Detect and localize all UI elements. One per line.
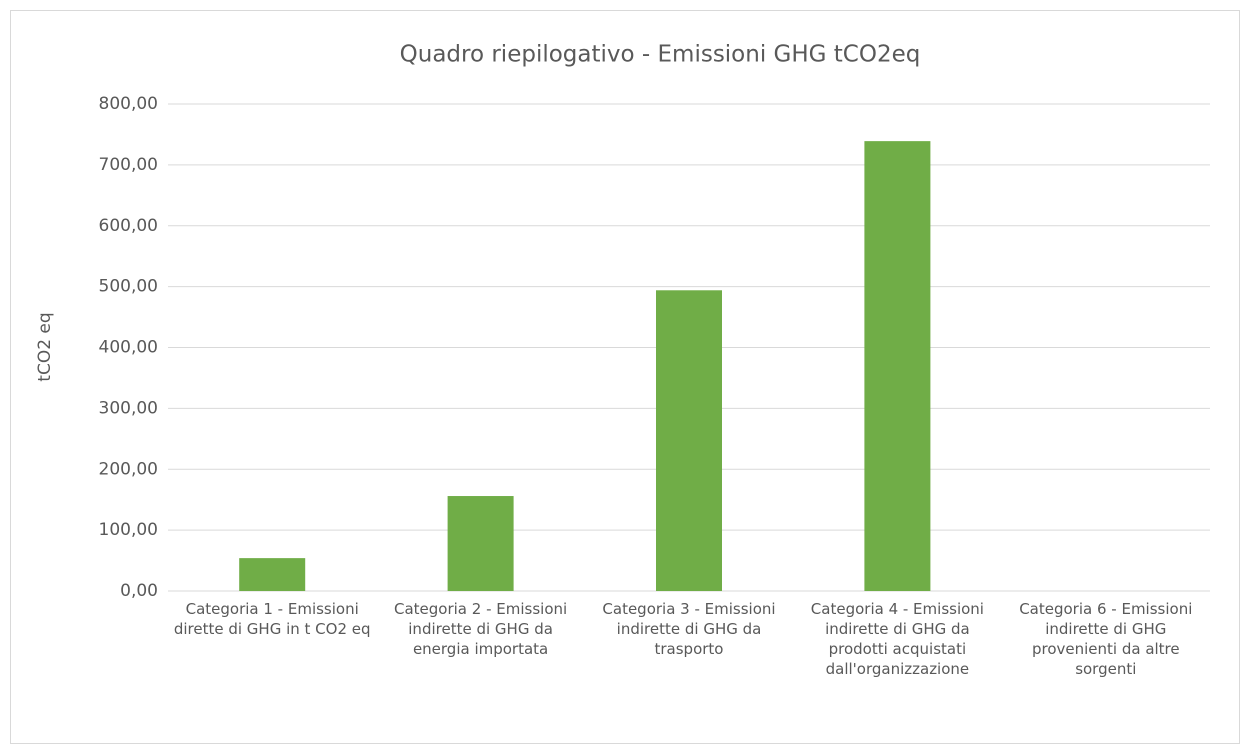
bar [447, 496, 514, 591]
chart-border [10, 10, 1240, 744]
y-tick-label: 100,00 [99, 520, 158, 540]
y-axis-title: tCO2 eq [35, 312, 55, 381]
chart-title: Quadro riepilogativo - Emissioni GHG tCO… [400, 42, 921, 68]
x-tick-label: Categoria 2 - Emissioni indirette di GHG… [394, 600, 568, 658]
y-tick-label: 300,00 [99, 398, 158, 418]
y-tick-label: 600,00 [99, 216, 158, 236]
y-tick-label: 200,00 [99, 459, 158, 479]
x-tick-label: Categoria 3 - Emissioni indirette di GHG… [602, 600, 776, 658]
y-tick-label: 500,00 [99, 277, 158, 297]
x-tick-label: Categoria 1 - Emissioni dirette di GHG i… [173, 600, 371, 638]
bar [656, 290, 722, 591]
bar [864, 141, 931, 592]
y-tick-label: 800,00 [99, 94, 158, 114]
y-tick-label: 0,00 [120, 581, 158, 601]
y-tick-label: 400,00 [99, 338, 158, 358]
y-tick-label: 700,00 [99, 155, 158, 175]
x-tick-label: Categoria 4 - Emissioni indirette di GHG… [810, 600, 984, 678]
bar [239, 558, 306, 591]
x-tick-label: Categoria 6 - Emissioni indirette di GHG… [1019, 600, 1193, 678]
